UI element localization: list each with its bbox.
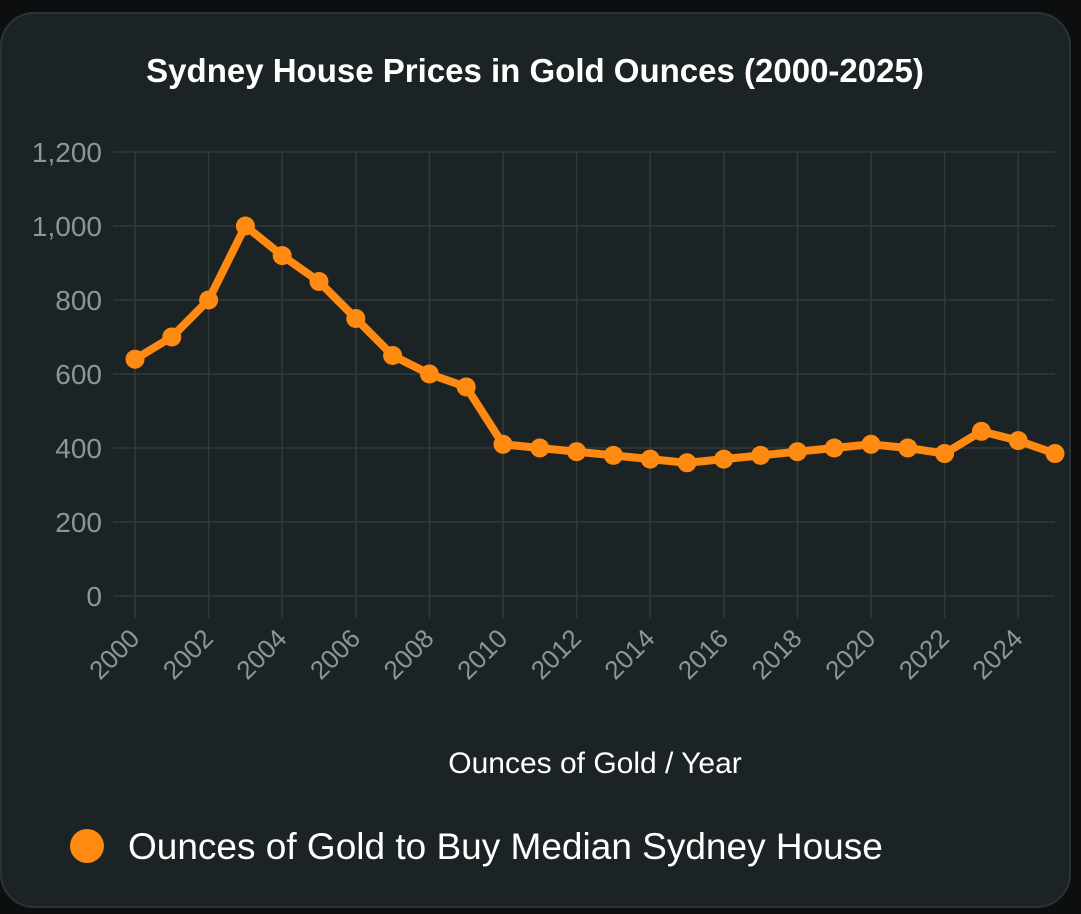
y-axis-ticks: 0 200 400 600 800 1,000 1,200 <box>32 137 102 612</box>
grid <box>113 151 1055 618</box>
legend-label: Ounces of Gold to Buy Median Sydney Hous… <box>128 826 883 867</box>
series-layer <box>125 216 1065 473</box>
data-point[interactable] <box>640 449 660 469</box>
data-point[interactable] <box>787 442 807 462</box>
data-point[interactable] <box>677 453 697 473</box>
x-tick-label: 2022 <box>893 623 955 685</box>
x-tick-label: 2012 <box>525 623 587 685</box>
y-tick-label: 600 <box>55 359 102 390</box>
x-axis-label: Ounces of Gold / Year <box>448 747 742 780</box>
y-tick-label: 1,200 <box>32 137 102 168</box>
y-tick-label: 1,000 <box>32 211 102 242</box>
data-point[interactable] <box>419 364 439 384</box>
data-point[interactable] <box>272 246 292 266</box>
series-line <box>131 222 1059 467</box>
x-tick-label: 2006 <box>304 623 366 685</box>
chart-title: Sydney House Prices in Gold Ounces (2000… <box>146 52 924 89</box>
x-tick-label: 2018 <box>746 623 808 685</box>
x-tick-label: 2010 <box>451 623 513 685</box>
y-tick-label: 200 <box>55 507 102 538</box>
x-tick-label: 2002 <box>157 623 219 685</box>
data-point[interactable] <box>530 438 550 458</box>
y-tick-label: 800 <box>55 285 102 316</box>
x-tick-label: 2004 <box>230 623 292 685</box>
data-point[interactable] <box>383 346 403 365</box>
x-axis-ticks: 2000 2002 2004 2006 2008 2010 2012 2014 2016 2018… <box>83 623 1028 685</box>
data-point[interactable] <box>1045 444 1065 464</box>
data-point[interactable] <box>751 445 771 465</box>
data-point[interactable] <box>162 327 182 347</box>
data-point[interactable] <box>493 434 513 454</box>
x-tick-label: 2020 <box>819 623 881 685</box>
data-point[interactable] <box>346 309 366 328</box>
data-point[interactable] <box>898 438 918 458</box>
y-tick-label: 400 <box>55 433 102 464</box>
data-point[interactable] <box>971 421 991 441</box>
x-tick-label: 2000 <box>83 623 145 685</box>
x-tick-label: 2024 <box>966 623 1028 685</box>
legend-marker-icon <box>70 829 104 863</box>
y-tick-label: 0 <box>86 581 102 612</box>
legend[interactable]: Ounces of Gold to Buy Median Sydney Hous… <box>70 826 883 867</box>
data-point[interactable] <box>935 444 955 464</box>
data-point[interactable] <box>125 349 145 369</box>
chart-card <box>0 12 1071 908</box>
data-point[interactable] <box>235 216 255 236</box>
data-point[interactable] <box>1008 431 1028 451</box>
data-point[interactable] <box>824 438 844 458</box>
x-tick-label: 2014 <box>598 623 660 685</box>
data-point[interactable] <box>603 445 623 465</box>
data-point[interactable] <box>861 434 881 454</box>
data-point[interactable] <box>456 377 476 397</box>
data-point[interactable] <box>309 272 329 291</box>
x-tick-label: 2016 <box>672 623 734 685</box>
data-point[interactable] <box>714 449 734 469</box>
data-point[interactable] <box>567 442 587 462</box>
data-point[interactable] <box>199 290 219 310</box>
x-tick-label: 2008 <box>378 623 440 685</box>
